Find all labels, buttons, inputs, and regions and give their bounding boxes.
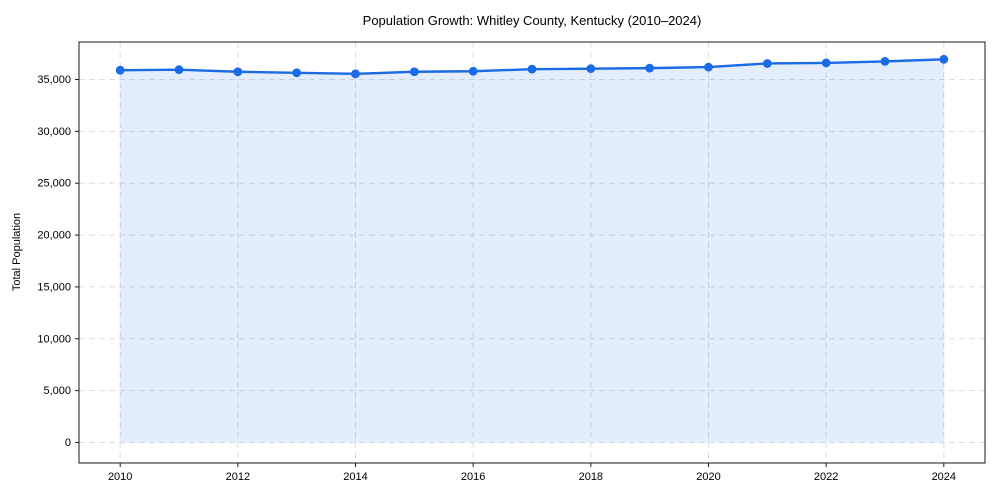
data-point — [292, 68, 302, 78]
data-point — [115, 65, 125, 75]
plot-border — [78, 41, 986, 464]
y-tick-label: 20,000 — [37, 230, 71, 242]
data-point — [409, 67, 419, 77]
area-fill — [120, 59, 944, 443]
x-tick-label: 2016 — [461, 471, 485, 483]
y-axis-label: Total Population — [11, 212, 23, 292]
y-tick-label: 30,000 — [37, 126, 71, 138]
y-tick-label: 5,000 — [43, 385, 71, 397]
y-tick-label: 10,000 — [37, 333, 71, 345]
x-tick-label: 2020 — [696, 471, 720, 483]
y-tick-label: 0 — [65, 437, 71, 449]
data-point — [233, 67, 243, 77]
plot-background — [79, 42, 985, 463]
data-point — [762, 59, 772, 68]
data-point — [174, 65, 184, 75]
data-point — [704, 62, 713, 72]
data-point — [586, 64, 596, 74]
x-tick-label: 2018 — [579, 471, 603, 483]
y-tick-label: 35,000 — [37, 74, 71, 86]
data-point — [468, 66, 478, 76]
data-point — [645, 63, 655, 73]
x-tick-label: 2014 — [343, 471, 367, 483]
data-point — [939, 54, 949, 64]
y-tick-label: 15,000 — [37, 281, 71, 293]
x-tick-label: 2010 — [108, 471, 132, 483]
data-point — [351, 69, 360, 79]
data-point — [527, 64, 537, 74]
x-tick-label: 2024 — [932, 471, 956, 483]
x-tick-label: 2012 — [226, 471, 250, 483]
y-tick-label: 25,000 — [37, 178, 71, 190]
data-point — [880, 56, 890, 66]
data-point — [821, 58, 831, 68]
chart-title: Population Growth: Whitley County, Kentu… — [362, 13, 702, 28]
x-tick-label: 2022 — [814, 471, 838, 483]
